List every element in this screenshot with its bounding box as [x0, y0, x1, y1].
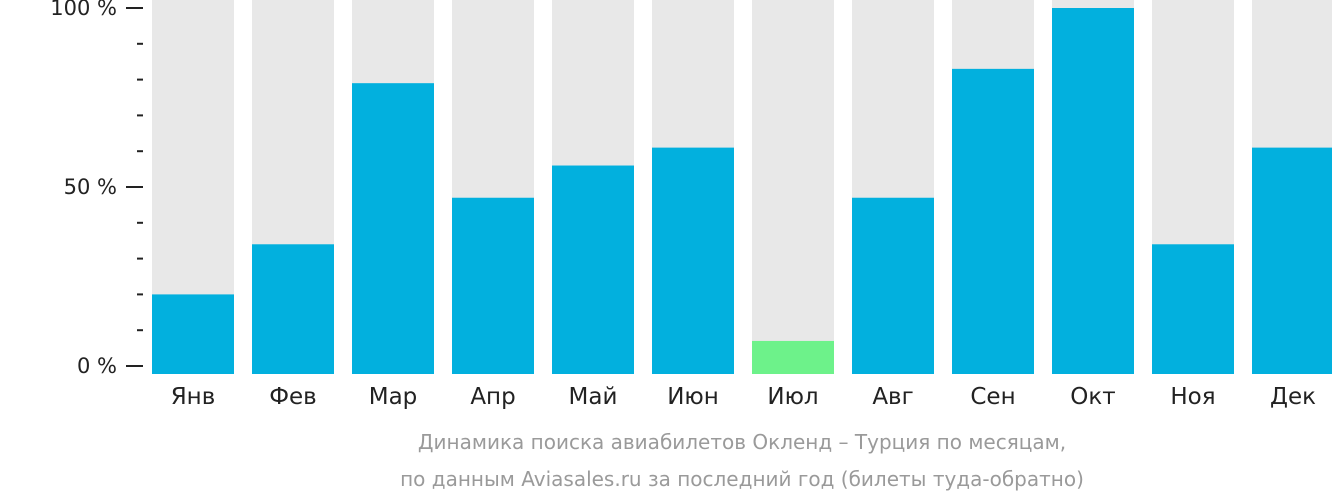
bar-12: [1252, 147, 1332, 374]
bar-chart: 0 % 50 % 100 % Янв Фев Мар Апр Май Июн Июл Авг Сен…: [50, 0, 1332, 410]
chart-caption-line-2: по данным Aviasales.ru за последний год …: [400, 467, 1084, 491]
bar-track-7: [752, 0, 834, 374]
x-tick-label-7: Июл: [767, 384, 818, 410]
bars: [152, 8, 1332, 375]
bar-5: [552, 165, 634, 374]
chart-caption-line-1: Динамика поиска авиабилетов Окленд – Тур…: [417, 430, 1067, 454]
x-tick-label-9: Сен: [970, 384, 1015, 410]
bar-highlight-7: [752, 340, 834, 374]
y-tick-label-2: 50 %: [64, 175, 117, 199]
x-tick-label-8: Авг: [872, 384, 913, 410]
bar-9: [952, 68, 1034, 375]
x-tick-label-3: Мар: [369, 384, 418, 410]
bar-4: [452, 197, 534, 374]
bar-3: [352, 83, 434, 375]
x-tick-label-1: Янв: [171, 384, 216, 410]
bar-10: [1052, 8, 1134, 374]
x-tick-label-10: Окт: [1070, 384, 1115, 410]
x-tick-label-5: Май: [569, 384, 618, 410]
bar-6: [652, 147, 734, 374]
y-axis: 0 % 50 % 100 %: [50, 0, 143, 378]
x-tick-label-12: Дек: [1270, 384, 1316, 410]
x-tick-label-11: Ноя: [1170, 384, 1215, 410]
x-axis-labels: Янв Фев Мар Апр Май Июн Июл Авг Сен Окт Ноя Дек: [171, 384, 1316, 410]
x-tick-label-6: Июн: [667, 384, 719, 410]
y-tick-label-1: 0 %: [77, 354, 117, 378]
bar-2: [252, 244, 334, 374]
x-tick-label-2: Фев: [269, 384, 317, 410]
x-tick-label-4: Апр: [470, 384, 515, 410]
y-tick-label-3: 100 %: [50, 0, 117, 20]
bar-1: [152, 294, 234, 374]
bar-11: [1152, 244, 1234, 374]
bar-8: [852, 197, 934, 374]
